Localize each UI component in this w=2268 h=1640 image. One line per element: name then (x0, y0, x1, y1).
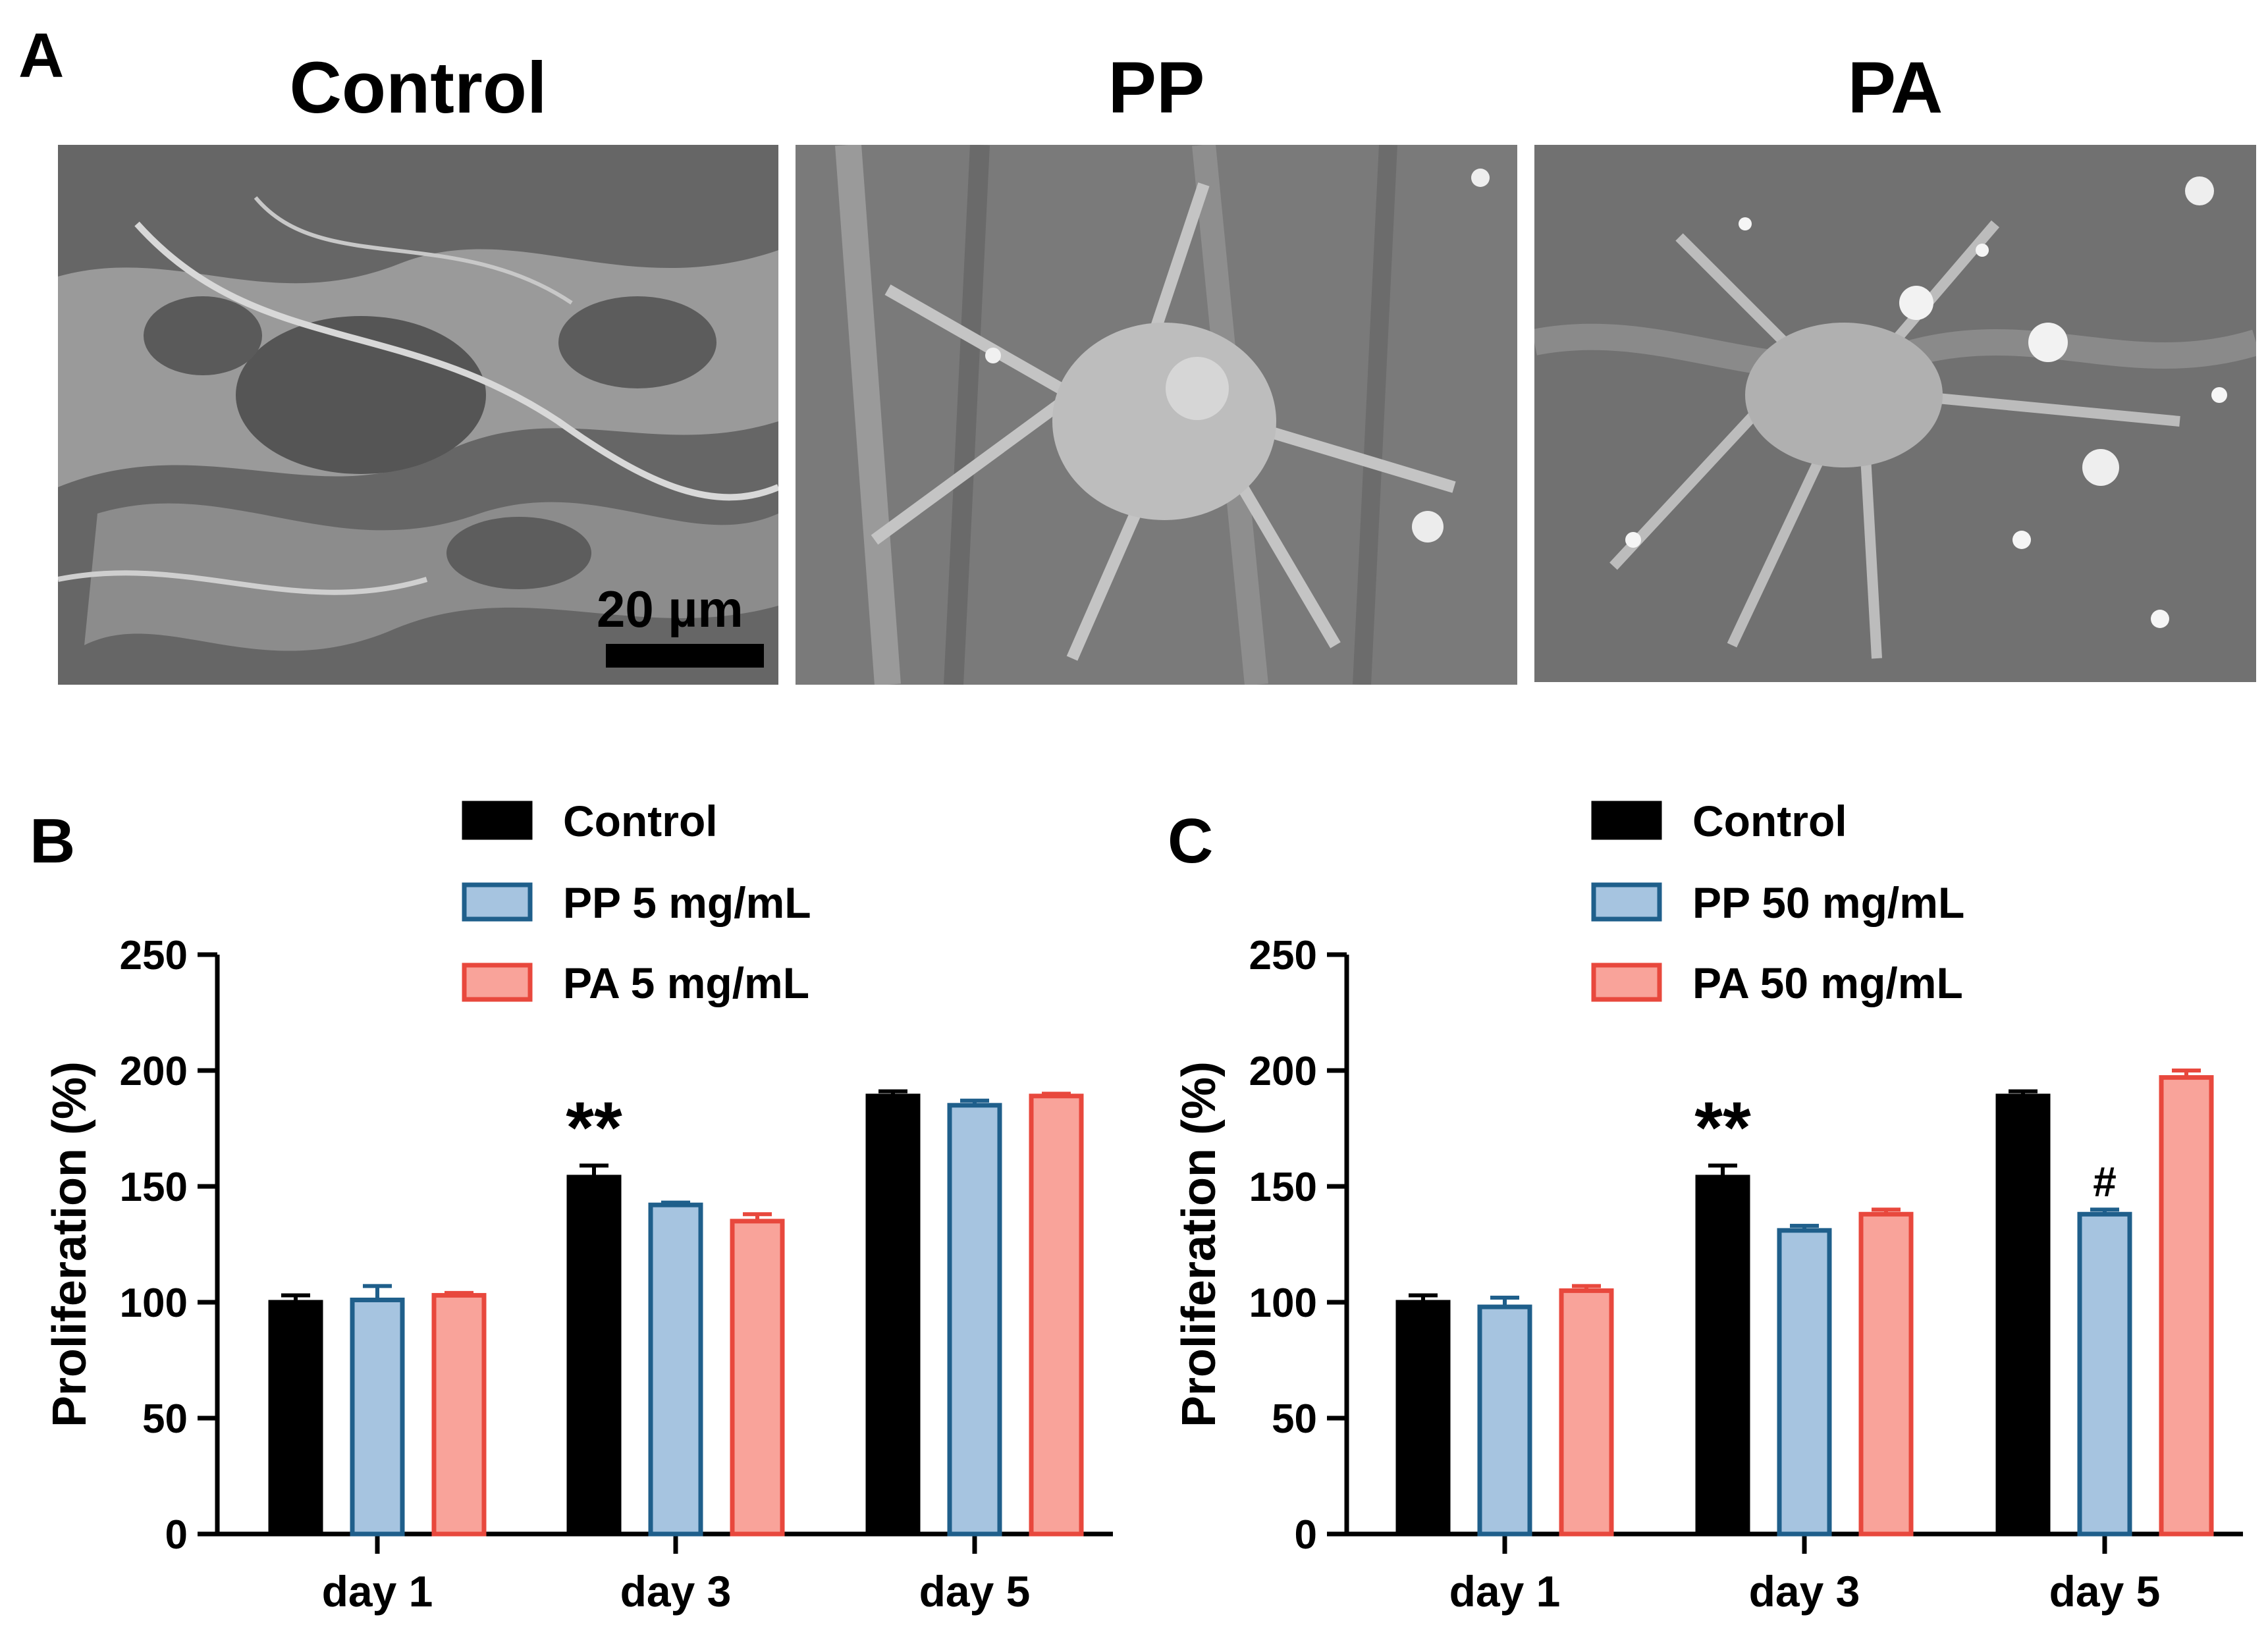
panel-b-y-tick-label-4: 200 (120, 1049, 188, 1094)
panel-b-legend-label-1: PP 5 mg/mL (563, 878, 811, 927)
panel-a-letter: A (18, 20, 65, 91)
panel-c-bar-0-2 (1995, 1094, 2051, 1537)
panel-c-x-tick-label-0: day 1 (1449, 1567, 1561, 1616)
panel-c-x-tick-label-1: day 3 (1749, 1567, 1860, 1616)
panel-b-x-tick-label-1: day 3 (620, 1567, 732, 1616)
panel-c-y-tick-label-5: 250 (1249, 933, 1317, 978)
panel-c-annotation-1: # (2093, 1158, 2117, 1205)
panel-c-legend-swatch-1 (1591, 882, 1662, 922)
panel-b-bar-2-2 (1029, 1094, 1084, 1537)
panel-c-x-tick-label-2: day 5 (2049, 1567, 2161, 1616)
panel-c-annotation-0: ** (1694, 1087, 1751, 1168)
panel-b-x-tick-label-0: day 1 (322, 1567, 433, 1616)
scale-bar-label: 20 µm (597, 580, 743, 638)
panel-c-y-tick-label-0: 0 (1295, 1512, 1317, 1558)
panel-c-legend-label-2: PA 50 mg/mL (1692, 959, 1963, 1007)
panel-c-legend-label-0: Control (1692, 797, 1847, 845)
panel-b-bar-0-2 (865, 1094, 921, 1537)
panel-c-y-label: Proliferation (%) (1173, 1061, 1226, 1427)
image-title-pa: PA (1847, 47, 1943, 128)
panel-c-bar-1-1 (1777, 1228, 1832, 1537)
sem-image-control: 20 µm (58, 145, 778, 685)
panel-b-bar-0-0 (268, 1300, 323, 1537)
panel-b-y-tick-label-3: 150 (120, 1165, 188, 1210)
panel-b-y-tick-label-0: 0 (165, 1512, 188, 1558)
sem-image-pp (796, 145, 1517, 685)
image-title-control: Control (289, 47, 547, 128)
panel-c-legend-swatch-2 (1591, 963, 1662, 1002)
panel-b-y-tick-label-5: 250 (120, 933, 188, 978)
panel-c-legend-label-1: PP 50 mg/mL (1692, 878, 1964, 927)
panel-b-y-tick-label-2: 100 (120, 1281, 188, 1326)
panel-b-legend-swatch-1 (462, 882, 533, 922)
sem-image-pa (1534, 145, 2256, 682)
panel-c-bar-0-0 (1395, 1300, 1451, 1537)
panel-b-legend-swatch-2 (462, 963, 533, 1002)
panel-c-y-tick-label-3: 150 (1249, 1165, 1317, 1210)
panel-b-legend-swatch-0 (462, 801, 533, 840)
panel-c-bar-0-1 (1695, 1175, 1750, 1537)
panel-b-x-tick-label-2: day 5 (919, 1567, 1031, 1616)
panel-c-y-tick-label-2: 100 (1249, 1281, 1317, 1326)
panel-c-bar-2-2 (2159, 1075, 2214, 1537)
scale-bar (606, 644, 764, 668)
panel-c-letter: C (1168, 806, 1213, 876)
panel-b-legend-label-0: Control (563, 797, 718, 845)
panel-b-y-tick-label-1: 50 (142, 1396, 188, 1442)
panel-b-bar-2-0 (431, 1292, 487, 1537)
panel-b-letter: B (30, 806, 75, 876)
panel-b-annotation-0: ** (566, 1087, 622, 1168)
panel-b-bar-0-1 (566, 1175, 622, 1537)
panel-b-y-label: Proliferation (%) (43, 1061, 96, 1427)
panel-c-bar-1-2 (2077, 1211, 2132, 1537)
panel-c-legend-swatch-0 (1591, 801, 1662, 840)
panel-c-y-tick-label-4: 200 (1249, 1049, 1317, 1094)
panel-c-bar-2-1 (1858, 1211, 1914, 1537)
panel-b-bar-1-2 (947, 1103, 1002, 1537)
panel-b-bar-2-1 (730, 1219, 785, 1537)
panel-b-bar-1-1 (648, 1202, 703, 1537)
panel-c-bar-1-0 (1477, 1304, 1532, 1537)
panel-c-y-tick-label-1: 50 (1272, 1396, 1317, 1442)
panel-b-legend-label-2: PA 5 mg/mL (563, 959, 809, 1007)
panel-c-bar-2-0 (1559, 1288, 1614, 1537)
image-title-pp: PP (1108, 47, 1205, 128)
panel-b-bar-1-0 (350, 1297, 405, 1537)
